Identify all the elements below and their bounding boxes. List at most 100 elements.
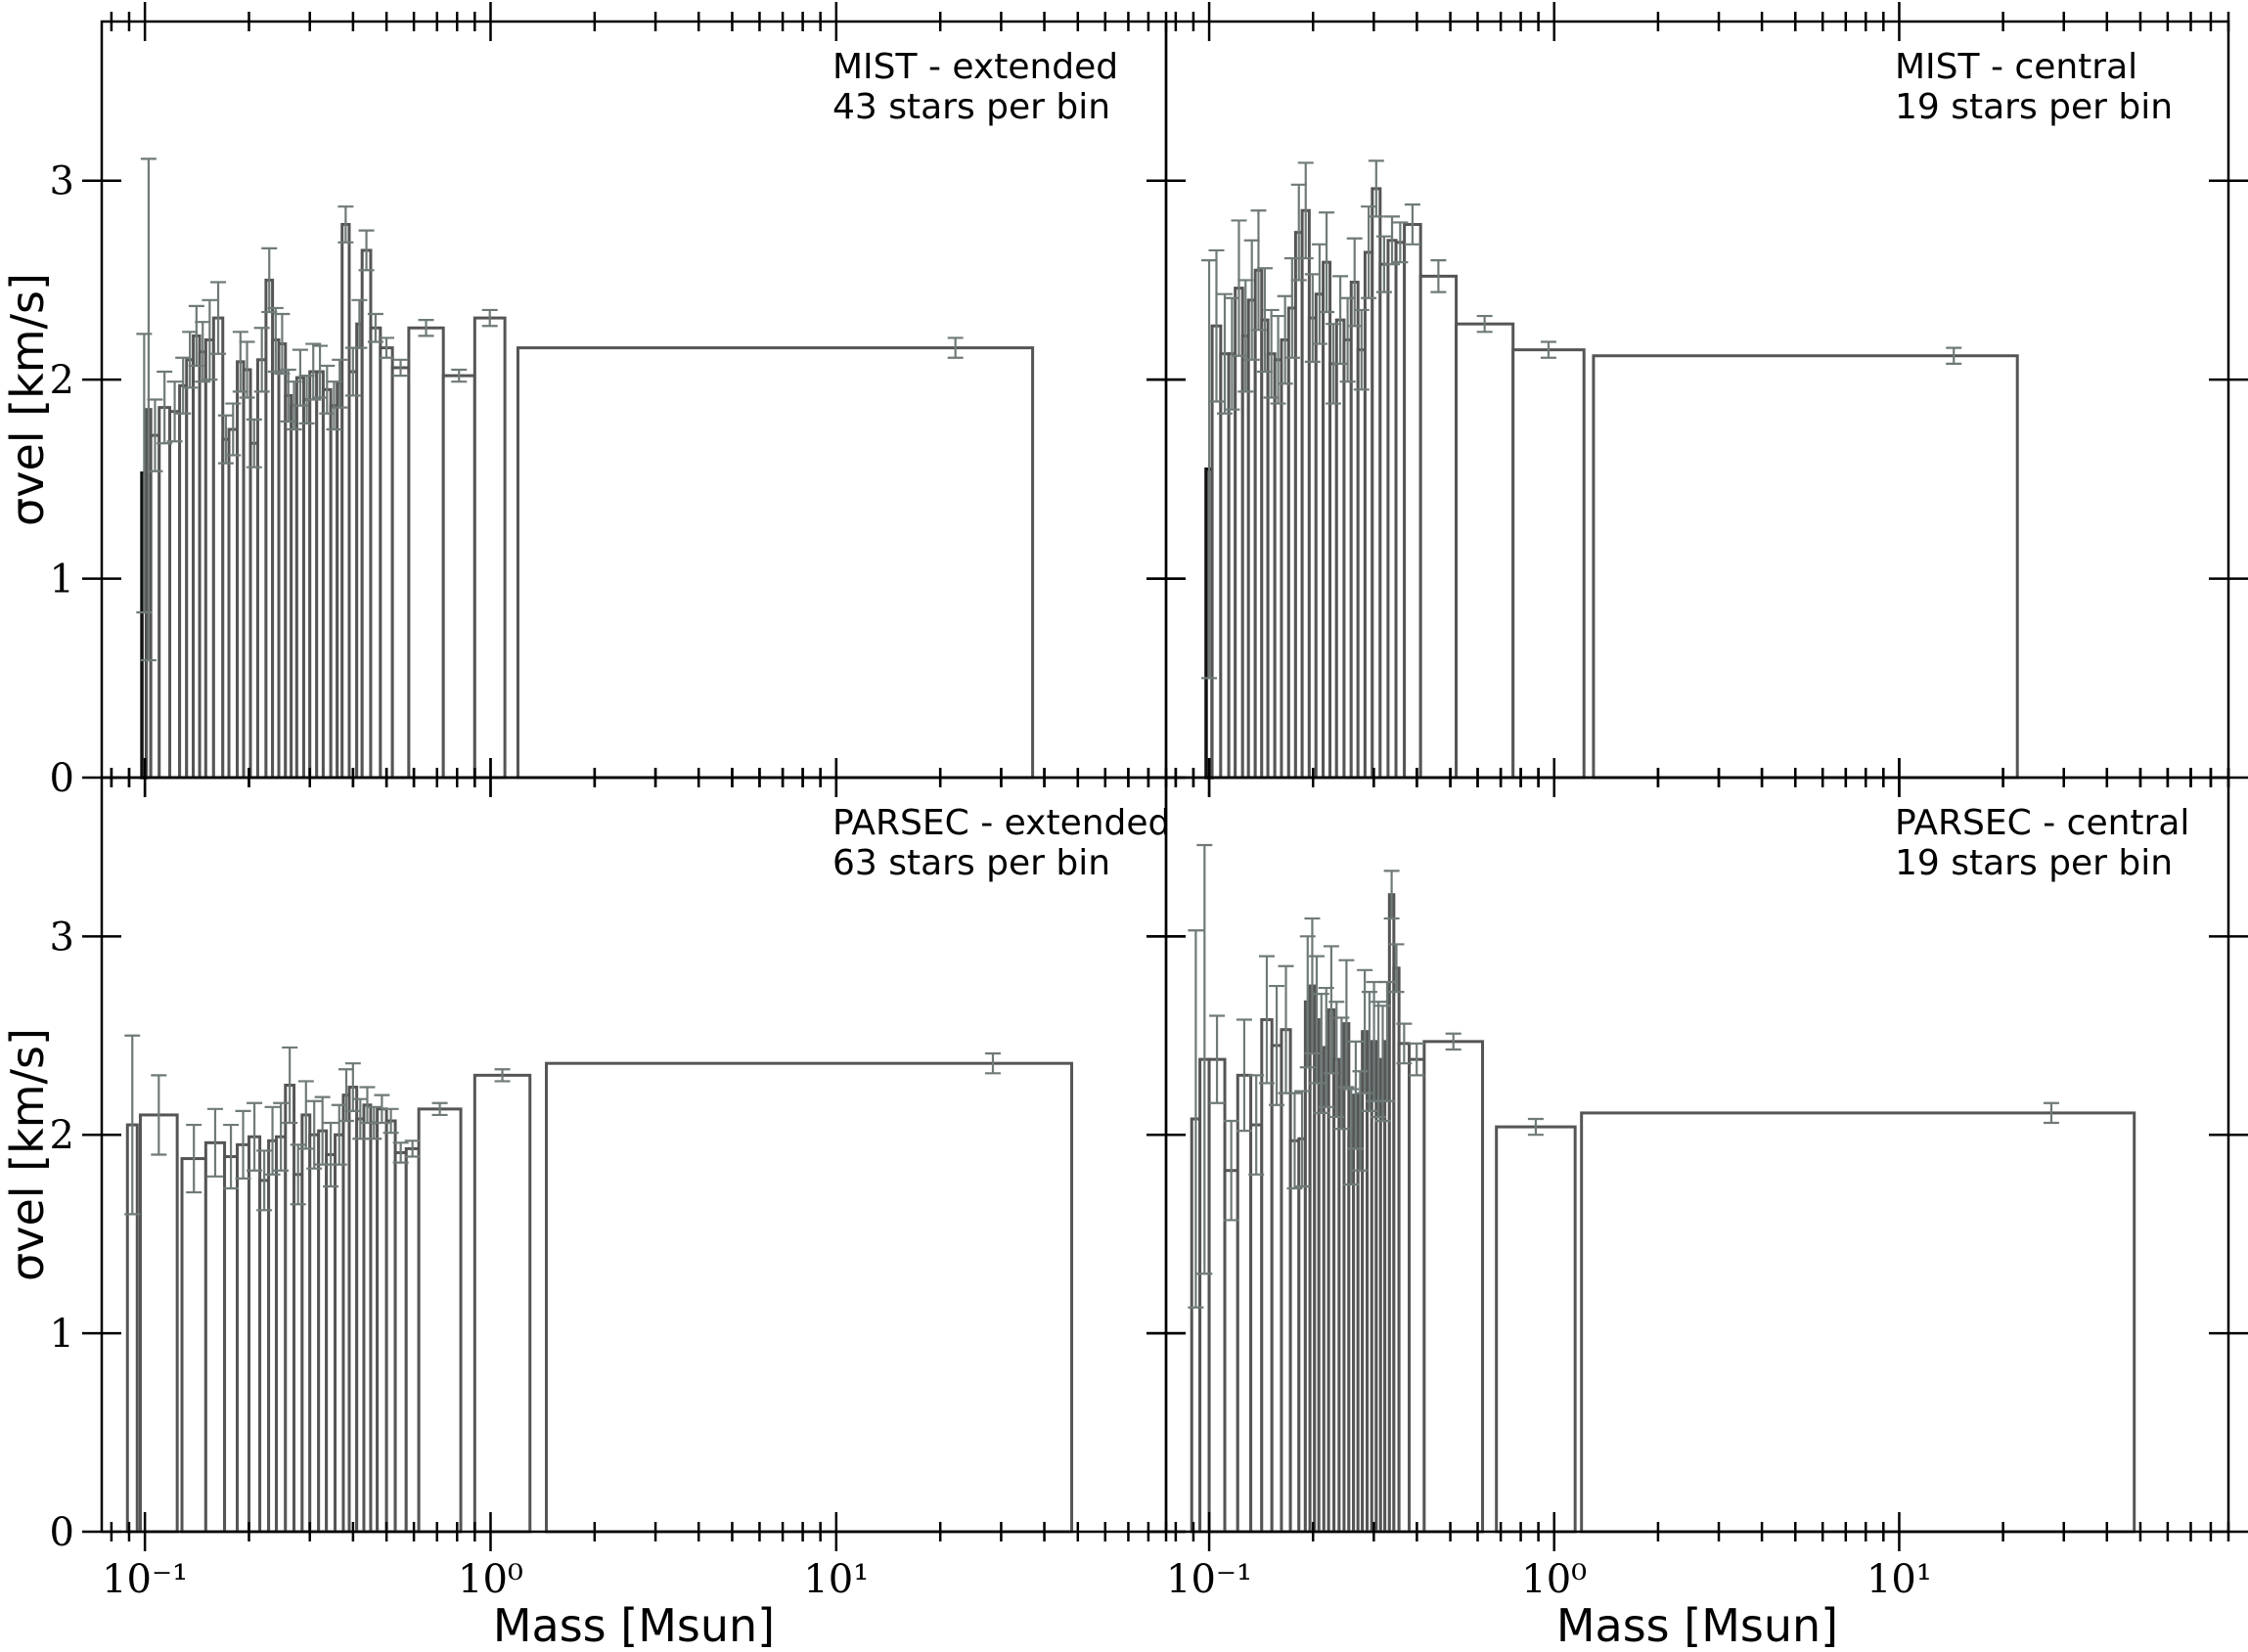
error-bar — [225, 402, 242, 457]
error-bar — [1388, 943, 1405, 994]
bar — [441, 374, 476, 780]
bar — [1455, 322, 1515, 780]
error-bar — [267, 306, 284, 374]
error-bar — [1196, 843, 1213, 1275]
x-tick-label: 10⁻¹ — [102, 1557, 188, 1602]
error-bar — [481, 308, 498, 328]
error-bar — [253, 327, 270, 393]
error-bar — [1188, 929, 1204, 1309]
error-bar — [186, 1123, 202, 1194]
bar — [1418, 274, 1459, 780]
bar — [393, 1150, 408, 1534]
bar — [379, 346, 394, 780]
error-bar — [344, 1062, 361, 1112]
error-bar — [195, 321, 211, 383]
error-bar — [246, 418, 262, 469]
error-bar — [359, 1086, 376, 1125]
error-bar — [1243, 239, 1260, 361]
y-tick-label: 0 — [50, 1510, 74, 1555]
error-bar — [1445, 1032, 1461, 1051]
error-bar — [1392, 221, 1409, 264]
error-bar — [210, 281, 227, 355]
error-bar — [1201, 259, 1218, 680]
error-bar — [124, 1034, 141, 1216]
y-tick-label: 1 — [50, 558, 74, 603]
bar — [472, 316, 507, 780]
panel-3: 0 1 2 3 10⁻¹ 10⁰ 10¹ Mass [Msun] σvel [km/s] PARS… — [1, 758, 1186, 1652]
bar — [1397, 1042, 1412, 1534]
bar — [545, 1061, 1074, 1534]
error-bar — [1216, 292, 1233, 415]
error-bar — [1946, 346, 1962, 365]
panel-annotation: PARSEC - central — [1895, 803, 2189, 843]
panel-annotation: MIST - central — [1895, 47, 2137, 87]
error-bar — [1540, 340, 1556, 359]
error-bar — [147, 398, 163, 472]
y-tick-label: 3 — [50, 915, 74, 960]
error-bar — [1384, 215, 1401, 266]
error-bar — [297, 1080, 314, 1150]
bar — [1408, 1057, 1426, 1534]
error-bar — [351, 298, 368, 349]
error-bar — [1256, 267, 1273, 374]
bar — [404, 1146, 421, 1534]
error-bar — [1368, 159, 1384, 218]
error-bar — [1346, 237, 1363, 328]
y-axis-label: σvel [km/s] — [1, 273, 54, 526]
error-bar — [1476, 314, 1493, 334]
x-tick-label: 10⁻¹ — [1166, 1557, 1252, 1602]
error-bar — [378, 336, 394, 359]
error-bar — [1223, 1119, 1239, 1222]
error-bar — [1311, 243, 1327, 345]
error-bar — [331, 1103, 347, 1166]
error-bar — [323, 1121, 339, 1188]
error-bar — [1236, 1018, 1252, 1133]
error-bar — [392, 1141, 409, 1164]
error-bar — [1258, 955, 1275, 1085]
error-bar — [1250, 209, 1267, 332]
bar — [203, 1140, 227, 1534]
error-bar — [261, 246, 278, 314]
error-bar — [1304, 273, 1321, 363]
error-bar — [1224, 296, 1240, 411]
error-bar — [1527, 1117, 1544, 1137]
error-bar — [1378, 980, 1395, 1102]
error-bar — [1297, 161, 1314, 260]
y-tick-label: 2 — [50, 358, 74, 403]
x-tick-label: 10¹ — [1866, 1557, 1932, 1602]
bar — [138, 1113, 179, 1534]
panel-frame — [1164, 776, 2230, 1534]
panel-annotation: 19 stars per bin — [1895, 87, 2173, 127]
panel-annotation: 63 stars per bin — [832, 843, 1110, 883]
x-tick-label: 10⁰ — [458, 1557, 523, 1602]
x-axis-label: Mass [Msun] — [1556, 1599, 1838, 1652]
error-bar — [367, 312, 383, 343]
panel-4: 10⁻¹ 10⁰ 10¹ Mass [Msun] PARSEC - central19 … — [1146, 758, 2248, 1652]
error-bar — [382, 1107, 399, 1135]
error-bar — [256, 1149, 273, 1212]
error-bar — [306, 1099, 323, 1170]
error-bar — [418, 319, 434, 337]
error-bar — [1383, 870, 1400, 920]
bar — [1260, 1018, 1274, 1534]
error-bar — [1339, 296, 1356, 383]
error-bar — [182, 331, 199, 389]
bar — [1207, 1057, 1227, 1534]
x-tick-label: 10¹ — [803, 1557, 869, 1602]
bar — [390, 366, 411, 780]
error-bar — [235, 1109, 251, 1180]
error-bar — [282, 1046, 298, 1125]
error-bar — [1237, 279, 1254, 393]
error-bar — [337, 1068, 354, 1123]
error-bar — [1430, 259, 1447, 293]
error-bar — [166, 380, 183, 443]
bar — [1580, 1111, 2136, 1534]
error-bar — [223, 1123, 240, 1190]
error-bar — [352, 1097, 369, 1140]
bar — [157, 406, 172, 780]
error-bar — [206, 1107, 223, 1178]
panel-annotation: 43 stars per bin — [832, 87, 1110, 127]
